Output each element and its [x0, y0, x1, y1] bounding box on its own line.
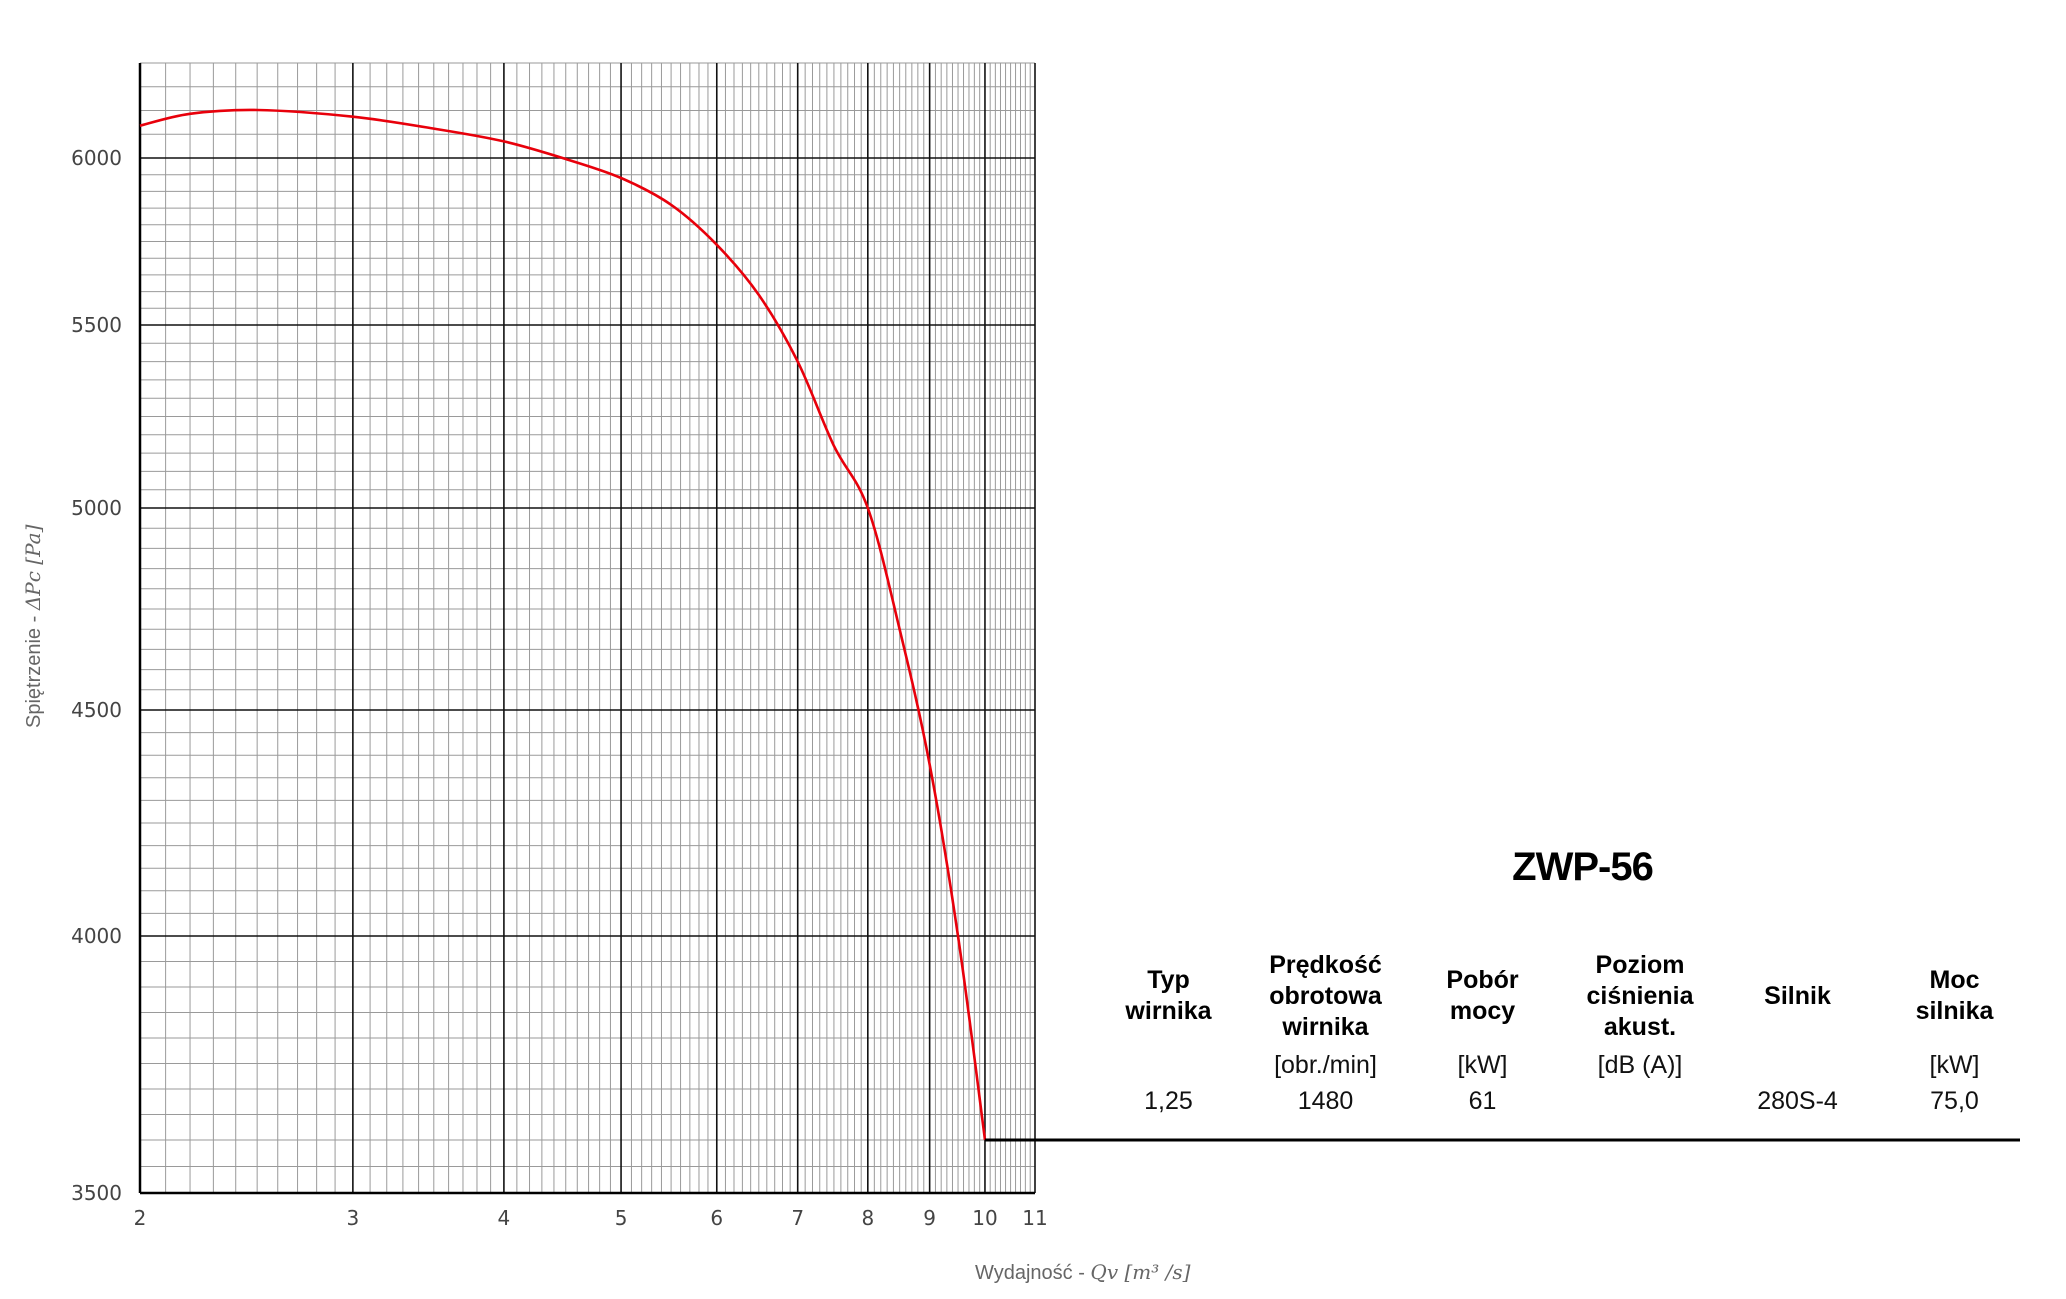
- value-cell: [1561, 1083, 1719, 1119]
- y-tick-label: 3500: [71, 1181, 122, 1205]
- value-cell: 75,0: [1930, 1087, 1979, 1115]
- x-tick-label: 2: [134, 1206, 147, 1230]
- header-line: ciśnienia: [1586, 981, 1694, 1010]
- header-line: silnika: [1915, 997, 1994, 1025]
- header-line: Prędkość: [1269, 950, 1382, 979]
- header-line: akust.: [1603, 1012, 1677, 1041]
- y-tick-label: 4500: [71, 698, 122, 722]
- x-tick-label: 11: [1022, 1206, 1047, 1230]
- header-line: Pobór: [1446, 966, 1519, 994]
- x-tick-label: 4: [498, 1206, 511, 1230]
- y-tick-labels: 3500 4000 4500 5000 5500 6000: [71, 146, 122, 1205]
- header-line: obrotowa: [1269, 981, 1382, 1010]
- x-tick-label: 8: [861, 1206, 874, 1230]
- y-axis-title-math: ΔPc [Pa]: [21, 524, 45, 611]
- header-pobor-mocy: Pobór mocy: [1404, 945, 1561, 1047]
- model-info: ZWP-56: [1090, 845, 2025, 890]
- unit-cell: [kW]: [1929, 1051, 1980, 1079]
- x-tick-labels: 2 3 4 5 6 7 8 9 10 11: [134, 1206, 1048, 1230]
- y-tick-label: 5500: [71, 313, 122, 337]
- axes: [138, 63, 1035, 1195]
- x-tick-label: 5: [615, 1206, 628, 1230]
- minor-grid: [140, 62, 1035, 1193]
- unit-cell: [kW]: [1457, 1051, 1508, 1079]
- header-line: Typ: [1147, 966, 1190, 994]
- specs-units-row: [obr./min] [kW] [dB (A)] [kW]: [1090, 1047, 2033, 1083]
- specs-table: Typ wirnika Prędkość obrotowa wirnika Po…: [1090, 945, 2033, 1119]
- x-axis-title: Wydajność - Qv [m³ /s]: [975, 1260, 1191, 1284]
- major-grid: [140, 63, 1036, 1193]
- header-line: Poziom: [1595, 950, 1685, 979]
- header-predkosc: Prędkość obrotowa wirnika: [1247, 945, 1404, 1047]
- y-axis-title-text: Spiętrzenie -: [23, 610, 45, 728]
- header-line: mocy: [1449, 997, 1516, 1025]
- x-tick-label: 7: [791, 1206, 804, 1230]
- value-cell: 280S-4: [1757, 1087, 1838, 1115]
- unit-cell: [dB (A)]: [1597, 1051, 1683, 1079]
- value-cell: 1,25: [1144, 1087, 1193, 1115]
- header-poziom-cisnienia: Poziom ciśnienia akust.: [1561, 945, 1719, 1047]
- x-tick-label: 10: [972, 1206, 997, 1230]
- value-cell: 61: [1468, 1087, 1497, 1115]
- header-line: wirnika: [1125, 997, 1212, 1025]
- header-moc-silnika: Moc silnika: [1876, 945, 2033, 1047]
- x-tick-label: 9: [923, 1206, 936, 1230]
- value-cell: 1480: [1297, 1087, 1354, 1115]
- specs-values-row: 1,25 1480 61 280S-4 75,0: [1090, 1083, 2033, 1119]
- y-tick-label: 5000: [71, 496, 122, 520]
- header-line: Silnik: [1764, 981, 1831, 1010]
- y-tick-label: 4000: [71, 924, 122, 948]
- x-axis-title-text: Wydajność -: [975, 1262, 1090, 1284]
- y-axis-title: Spiętrzenie - ΔPc [Pa]: [21, 524, 45, 728]
- header-line: Moc: [1929, 966, 1980, 994]
- y-tick-label: 6000: [71, 146, 122, 170]
- unit-cell: [obr./min]: [1274, 1051, 1377, 1079]
- specs-header-row: Typ wirnika Prędkość obrotowa wirnika Po…: [1090, 945, 2033, 1047]
- x-axis-title-math: Qv [m³ /s]: [1090, 1260, 1190, 1284]
- header-typ-wirnika: Typ wirnika: [1090, 945, 1247, 1047]
- unit-cell: [1719, 1047, 1876, 1083]
- performance-curve: [139, 108, 987, 1141]
- header-line: wirnika: [1282, 1012, 1369, 1041]
- unit-cell: [1090, 1047, 1247, 1083]
- model-title: ZWP-56: [1512, 845, 1654, 889]
- curve-layer: [139, 108, 987, 1141]
- header-silnik: Silnik: [1719, 945, 1876, 1047]
- x-tick-label: 6: [710, 1206, 723, 1230]
- x-tick-label: 3: [347, 1206, 360, 1230]
